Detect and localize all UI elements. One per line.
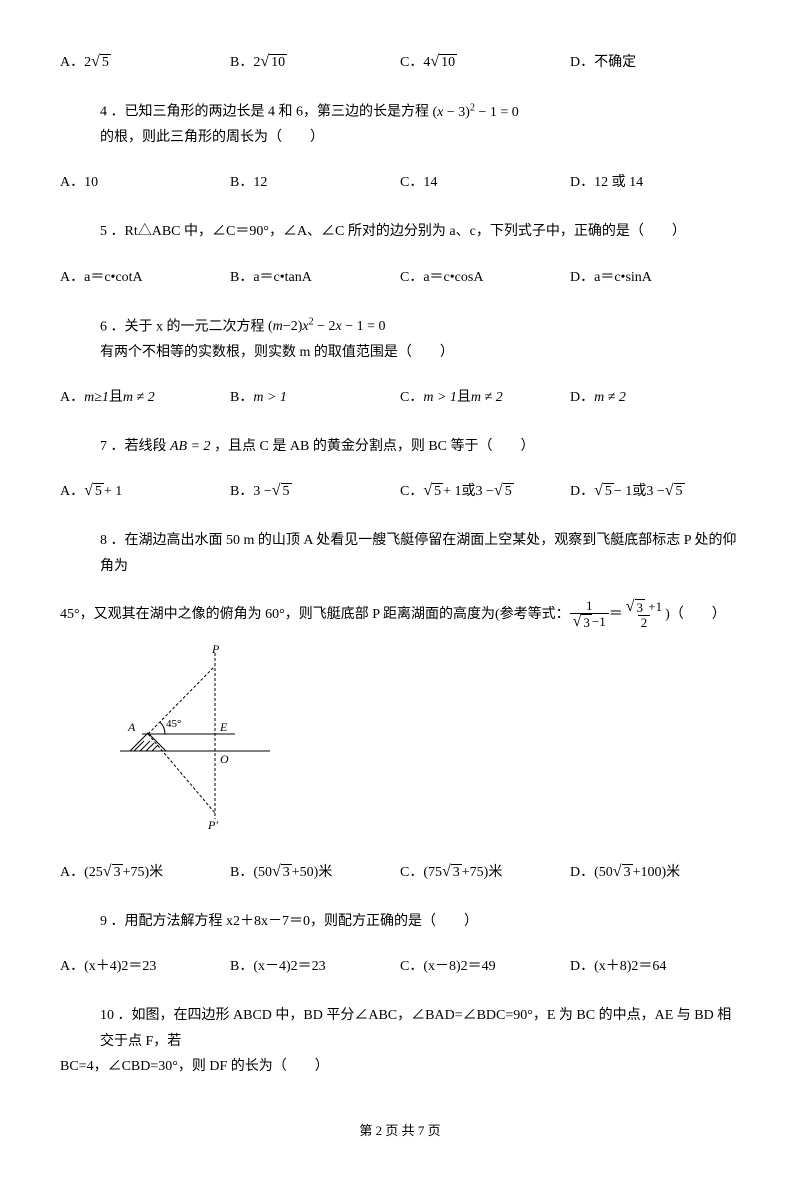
q8-opt-d: D．(50 √3 +100)米	[570, 860, 740, 885]
sqrt3-icon: √3	[613, 864, 633, 882]
q5-opt-d: D．a＝c•sinA	[570, 265, 740, 290]
sqrt: √10	[260, 54, 287, 72]
q8-opt-b: B．(50 √3 +50)米	[230, 860, 400, 885]
q4-opt-c: C．14	[400, 170, 570, 195]
q3-opt-a: A． 2 √5	[60, 50, 230, 75]
q9-options: A．(x＋4)2＝23 B．(x－4)2＝23 C．(x－8)2＝49 D．(x…	[60, 954, 740, 979]
label-O: O	[220, 752, 229, 766]
label: C．	[400, 50, 423, 75]
coef: 2	[84, 50, 91, 75]
q5-options: A．a＝c•cotA B．a＝c•tanA C．a＝c•cosA D．a＝c•s…	[60, 265, 740, 290]
diagram-svg: P E A O P′ 45°	[120, 641, 270, 831]
q8-figure: P E A O P′ 45°	[120, 641, 740, 840]
q6-options: A． m≥1 且 m ≠ 2 B． m > 1 C． m > 1 且 m ≠ 2…	[60, 385, 740, 410]
q4-opt-d: D．12 或 14	[570, 170, 740, 195]
q4-options: A．10 B．12 C．14 D．12 或 14	[60, 170, 740, 195]
sqrt5-icon: √5	[665, 483, 685, 501]
q7-pre: 7 ．若线段	[100, 439, 167, 454]
q10-l1: 10 ．如图，在四边形 ABCD 中，BD 平分∠ABC，∠BAD=∠BDC=9…	[100, 1003, 740, 1053]
q5: 5 ．Rt△ABC 中，∠C＝90°，∠A、∠C 所对的边分别为 a、c，下列式…	[100, 219, 740, 244]
q9-opt-b: B．(x－4)2＝23	[230, 954, 400, 979]
q8-opt-a: A．(25 √3 +75)米	[60, 860, 230, 885]
q4: 4 ．已知三角形的两边长是 4 和 6，第三边的长是方程 (x − 3)2 − …	[100, 99, 740, 150]
q3-options: A． 2 √5 B． 2 √10 C． 4 √10 D．不确定	[60, 50, 740, 75]
q5-opt-c: C．a＝c•cosA	[400, 265, 570, 290]
q5-opt-a: A．a＝c•cotA	[60, 265, 230, 290]
q9-opt-a: A．(x＋4)2＝23	[60, 954, 230, 979]
label-A: A	[127, 720, 136, 734]
q4-opt-a: A．10	[60, 170, 230, 195]
q8-options: A．(25 √3 +75)米 B．(50 √3 +50)米 C．(75 √3 +…	[60, 860, 740, 885]
q6-opt-a: A． m≥1 且 m ≠ 2	[60, 385, 230, 410]
label-angle: 45°	[166, 718, 181, 730]
q4-pre: 4 ．已知三角形的两边长是 4 和 6，第三边的长是方程	[100, 105, 429, 120]
sqrt5-icon: √5	[423, 483, 443, 501]
q7-opt-b: B． 3 − √5	[230, 479, 400, 504]
q9: 9 ．用配方法解方程 x2＋8x－7＝0，则配方正确的是（ ）	[100, 909, 740, 934]
q3-opt-c: C． 4 √10	[400, 50, 570, 75]
sqrt3-icon: √3	[272, 864, 292, 882]
q7-eq: AB = 2	[170, 439, 211, 454]
frac-left: 1 √3−1	[570, 599, 609, 631]
q8-opt-c: C．(75 √3 +75)米	[400, 860, 570, 885]
sqrt5-icon: √5	[272, 483, 292, 501]
label: B．	[230, 50, 253, 75]
sqrt5-icon: √5	[594, 483, 614, 501]
label: A．	[60, 50, 84, 75]
label-Pp: P′	[207, 818, 218, 831]
coef: 2	[253, 50, 260, 75]
q8-l2: 45°，又观其在湖中之像的俯角为 60°，则飞艇底部 P 距离湖面的高度为(参考…	[60, 599, 740, 631]
page-footer: 第 2 页 共 7 页	[60, 1119, 740, 1142]
coef: 4	[423, 50, 430, 75]
q3-opt-b: B． 2 √10	[230, 50, 400, 75]
q6: 6 ．关于 x 的一元二次方程 (m−2)x2 − 2x − 1 = 0 有两个…	[100, 314, 740, 365]
q7-options: A． √5 + 1 B． 3 − √5 C． √5 + 1 或 3 − √5 D…	[60, 479, 740, 504]
q6-opt-c: C． m > 1 且 m ≠ 2	[400, 385, 570, 410]
label-P: P	[211, 642, 220, 656]
sqrt: √10	[430, 54, 457, 72]
q4-post: 的根，则此三角形的周长为（ ）	[100, 130, 324, 145]
q9-opt-c: C．(x－8)2＝49	[400, 954, 570, 979]
q6-opt-d: D． m ≠ 2	[570, 385, 740, 410]
sqrt3-icon: √3	[103, 864, 123, 882]
q6-eq: (m−2)x2 − 2x − 1 = 0	[268, 319, 386, 334]
q7: 7 ．若线段 AB = 2 ，且点 C 是 AB 的黄金分割点，则 BC 等于（…	[100, 434, 740, 459]
sqrt: √5	[91, 54, 111, 72]
q8-l1: 8 ．在湖边高出水面 50 m 的山顶 A 处看见一艘飞艇停留在湖面上空某处，观…	[100, 528, 740, 578]
q6-post: 有两个不相等的实数根，则实数 m 的取值范围是（ ）	[100, 345, 454, 360]
frac-right: √3 +1 2	[623, 599, 665, 631]
q7-opt-d: D． √5 − 1 或 3 − √5	[570, 479, 740, 504]
q6-opt-b: B． m > 1	[230, 385, 400, 410]
q4-opt-b: B．12	[230, 170, 400, 195]
label-E: E	[219, 720, 228, 734]
q7-post: ，且点 C 是 AB 的黄金分割点，则 BC 等于（ ）	[214, 439, 534, 454]
q4-eq: (x − 3)2 − 1 = 0	[433, 105, 519, 120]
sqrt5-icon: √5	[494, 483, 514, 501]
sqrt5-icon: √5	[84, 483, 104, 501]
q7-opt-c: C． √5 + 1 或 3 − √5	[400, 479, 570, 504]
q7-opt-a: A． √5 + 1	[60, 479, 230, 504]
q6-pre: 6 ．关于 x 的一元二次方程	[100, 319, 265, 334]
q9-opt-d: D．(x＋8)2＝64	[570, 954, 740, 979]
q3-opt-d: D．不确定	[570, 50, 740, 75]
q5-opt-b: B．a＝c•tanA	[230, 265, 400, 290]
sqrt3-icon: √3	[442, 864, 462, 882]
q10-l2: BC=4，∠CBD=30°，则 DF 的长为（ ）	[60, 1054, 740, 1079]
